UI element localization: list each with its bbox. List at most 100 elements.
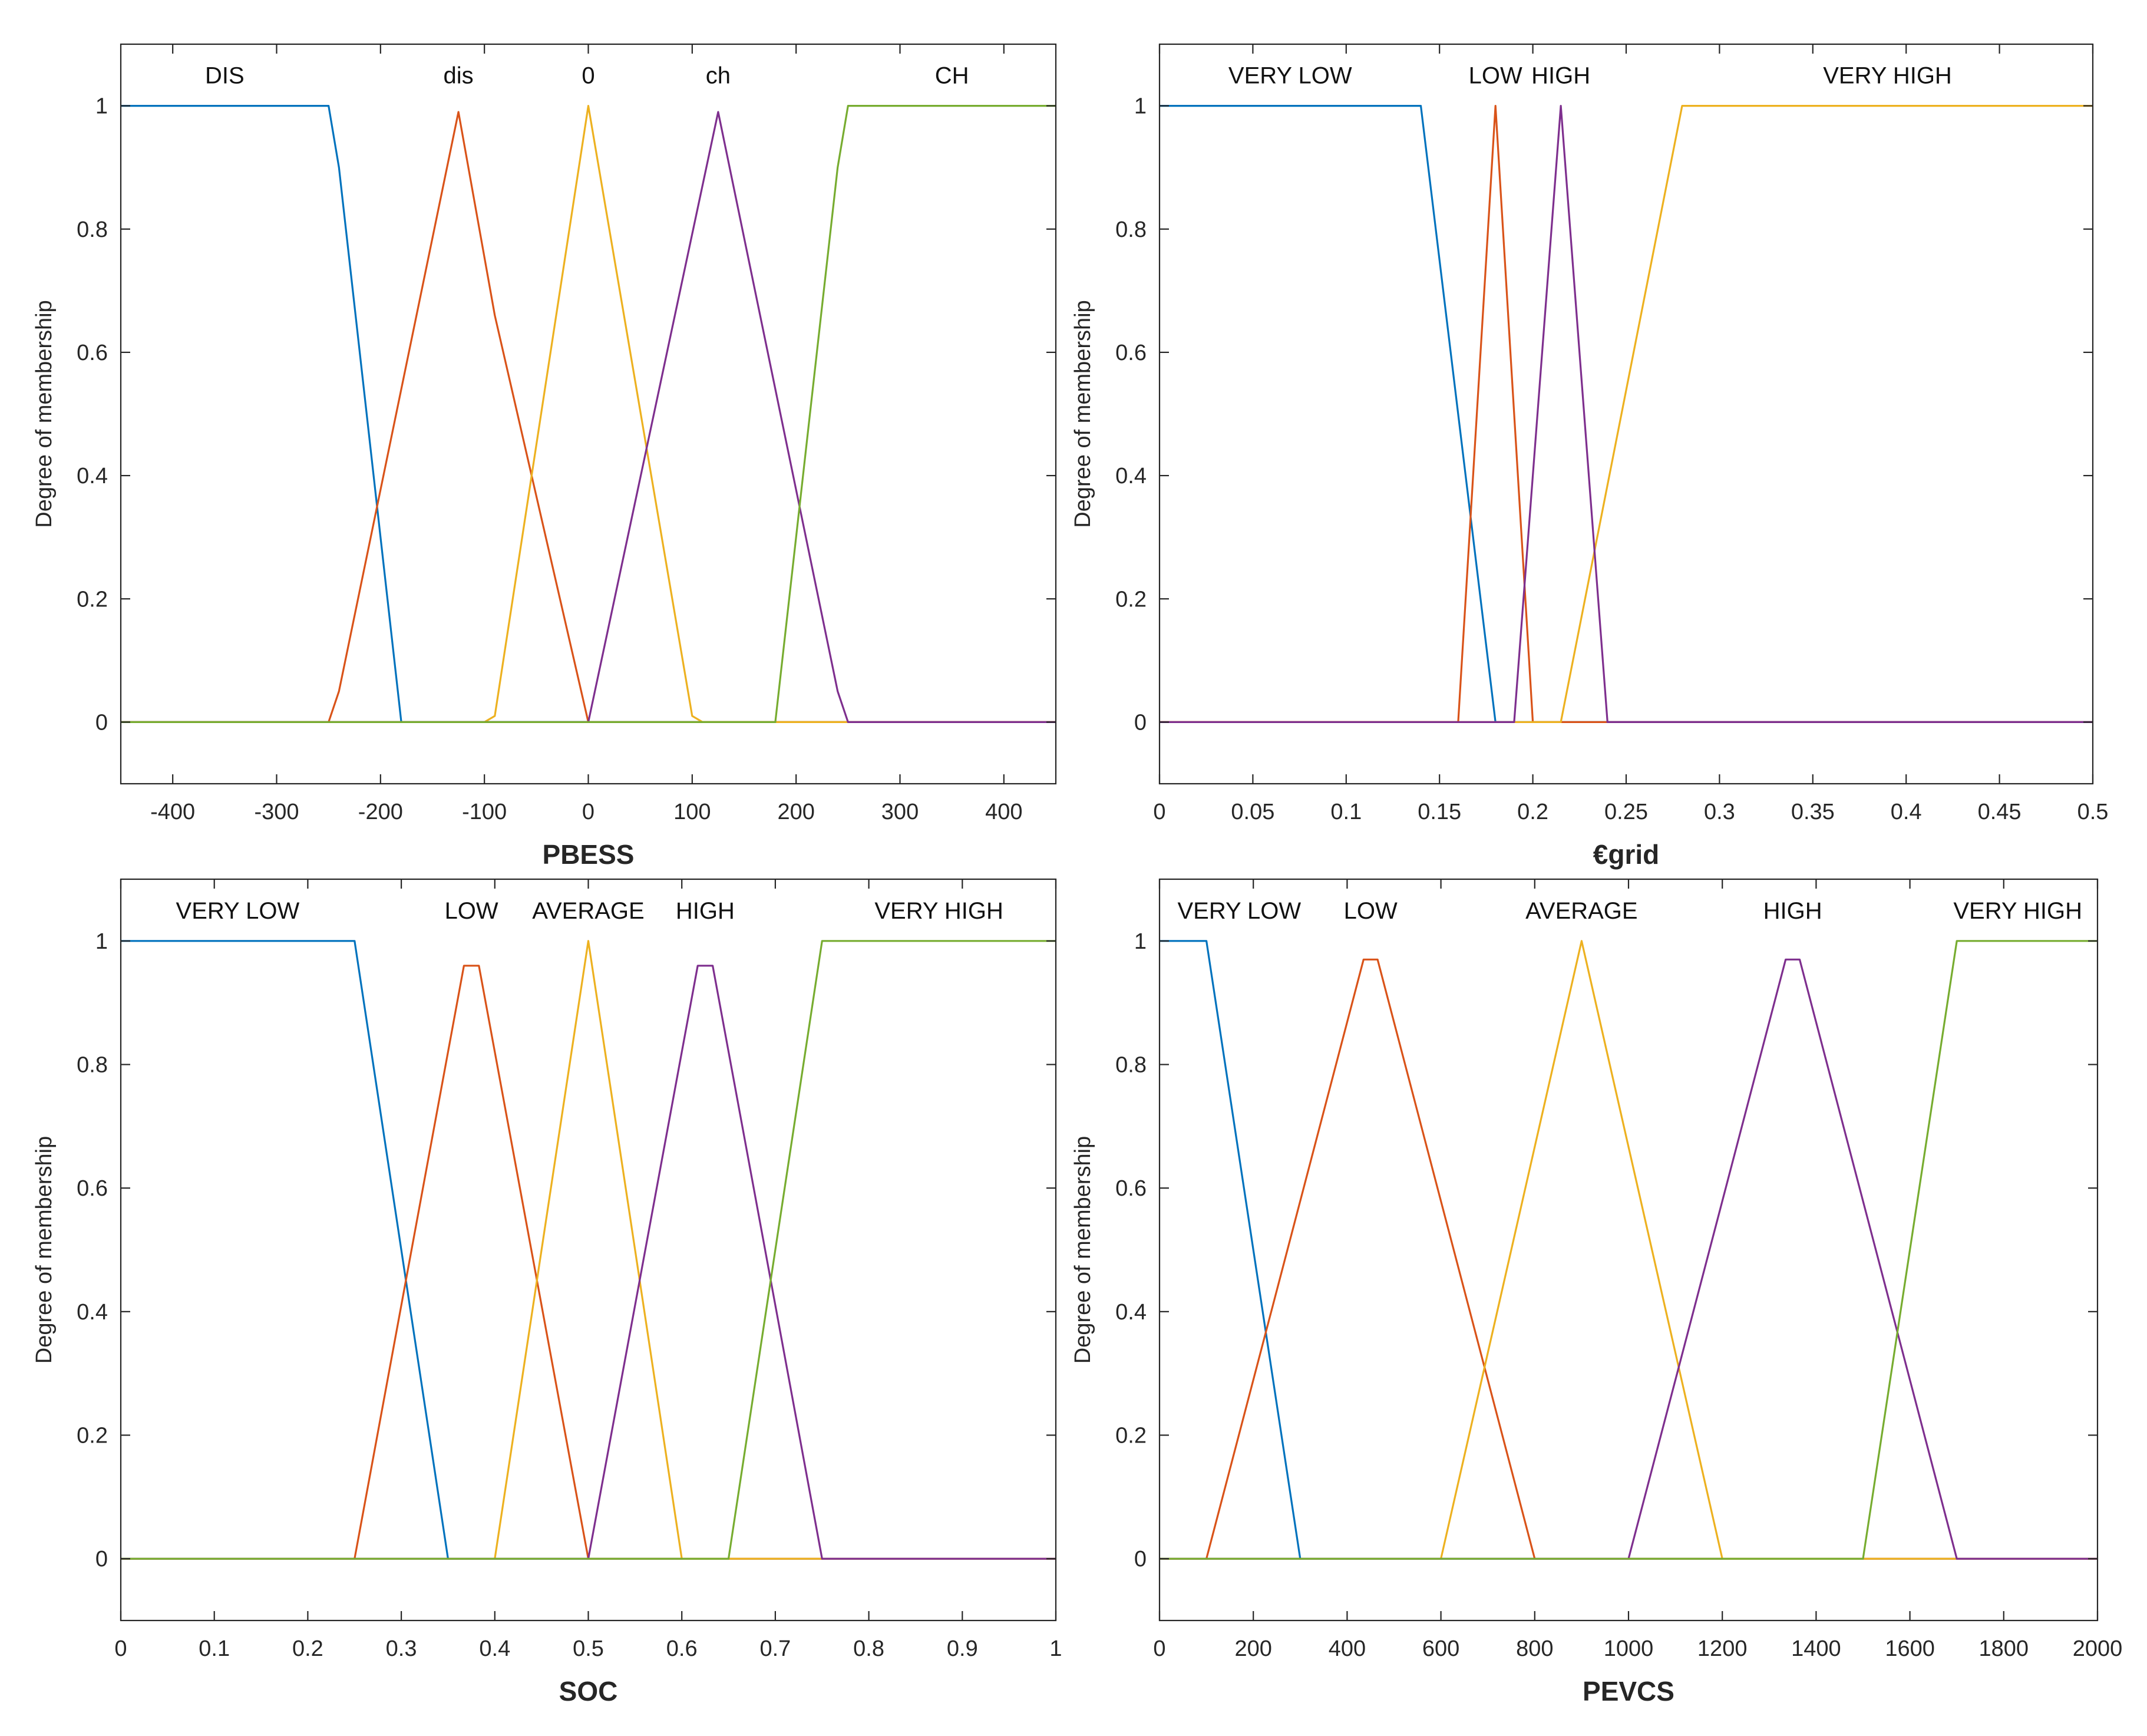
mf-label: HIGH [1531, 63, 1590, 89]
x-tick-label: 2000 [2073, 1636, 2123, 1661]
y-tick-label: 0 [95, 1547, 108, 1572]
x-axis-label: SOC [559, 1676, 618, 1707]
x-tick-label: 0.2 [292, 1636, 323, 1661]
x-tick-label: 0.9 [947, 1636, 978, 1661]
mf-label: VERY LOW [176, 898, 300, 924]
x-tick-label: 1 [1049, 1636, 1062, 1661]
y-tick-label: 0.6 [77, 341, 108, 365]
x-axis-label: PEVCS [1583, 1676, 1674, 1707]
y-tick-label: 0.4 [77, 1300, 108, 1325]
x-tick-label: 0.1 [1330, 800, 1362, 824]
x-tick-label: 300 [881, 800, 919, 824]
subplot-egrid: 0 0.05 0.1 0.15 0.2 0.25 0.3 0.35 0.4 0.45 0.5 0 0.2… [1071, 43, 2109, 870]
y-tick-label: 1 [95, 929, 108, 954]
series-line-average [121, 940, 1056, 1560]
series-line-very-low [121, 940, 1056, 1560]
mf-label: AVERAGE [1525, 898, 1637, 924]
mf-label: AVERAGE [532, 898, 644, 924]
x-tick-label: 0.3 [386, 1636, 417, 1661]
y-tick-label: 0.2 [1115, 1424, 1147, 1448]
x-tick-label: 0.15 [1418, 800, 1461, 824]
y-tick-label: 1 [95, 94, 108, 119]
mf-label: HIGH [1763, 898, 1822, 924]
mf-label: ch [706, 63, 731, 89]
x-tick-label: 0.45 [1978, 800, 2022, 824]
mf-label: LOW [1469, 63, 1522, 89]
series-line-high [121, 965, 1056, 1560]
y-tick-label: 0 [1134, 1547, 1147, 1572]
y-tick-label: 0.2 [1115, 587, 1147, 612]
series-line-ch [121, 111, 1056, 724]
series-line-very-low [1160, 940, 2098, 1560]
x-tick-label: 0.3 [1704, 800, 1735, 824]
mf-label: VERY LOW [1177, 898, 1301, 924]
x-tick-label: -200 [358, 800, 403, 824]
x-tick-label: 0 [582, 800, 594, 824]
series-line-0 [121, 105, 1056, 724]
x-tick-label: 0.4 [1891, 800, 1922, 824]
x-tick-label: 0.35 [1791, 800, 1835, 824]
x-tick-label: 1200 [1697, 1636, 1748, 1661]
x-tick-label: -100 [462, 800, 507, 824]
y-tick-label: 0.4 [77, 464, 108, 489]
series-line-ch [121, 105, 1056, 724]
x-axis-label: PBESS [543, 839, 635, 870]
y-tick-label: 0.6 [1115, 341, 1147, 365]
y-tick-label: 0.6 [77, 1176, 108, 1201]
subplot-soc: 0 0.1 0.2 0.3 0.4 0.5 0.6 0.7 0.8 0.9 1 0 0.2 0.4 0.6 0… [32, 878, 1062, 1707]
y-tick-label: 0 [1134, 710, 1147, 735]
y-tick-label: 1 [1134, 94, 1147, 119]
axes-frame [1158, 43, 2094, 785]
mf-label: dis [444, 63, 474, 89]
x-axis-label: €grid [1593, 839, 1659, 870]
series-line-very-high [1160, 105, 2093, 724]
series-line-very-high [121, 940, 1056, 1560]
series-line-very-low [1160, 105, 2093, 724]
x-tick-label: 0.1 [199, 1636, 230, 1661]
mf-label: VERY LOW [1228, 63, 1352, 89]
x-tick-label: 200 [777, 800, 814, 824]
x-tick-label: 0.2 [1517, 800, 1548, 824]
series-line-very-high [1160, 940, 2098, 1560]
y-axis-label: Degree of membership [32, 1136, 57, 1364]
x-tick-label: 1800 [1979, 1636, 2029, 1661]
x-tick-label: 0 [114, 1636, 127, 1661]
y-axis-label: Degree of membership [1071, 1136, 1095, 1364]
x-tick-label: -300 [254, 800, 299, 824]
x-tick-label: 0.7 [759, 1636, 791, 1661]
mf-label: LOW [1344, 898, 1398, 924]
y-tick-label: 0.4 [1115, 1300, 1147, 1325]
x-tick-label: 1600 [1885, 1636, 1935, 1661]
series-line-dis [121, 105, 1056, 724]
x-tick-label: 200 [1234, 1636, 1271, 1661]
x-tick-label: 600 [1422, 1636, 1459, 1661]
subplot-pbess: -400 -300 -200 -100 0 100 200 300 400 0 0.2 0.4 0.6 0… [32, 43, 1057, 870]
series-line-dis [121, 111, 1056, 724]
axes-frame [120, 878, 1057, 1622]
y-tick-label: 1 [1134, 929, 1147, 954]
mf-label: LOW [445, 898, 498, 924]
x-tick-label: 0.8 [853, 1636, 884, 1661]
x-tick-label: 400 [985, 800, 1022, 824]
y-axis-label: Degree of membership [32, 300, 57, 528]
mf-label: HIGH [676, 898, 735, 924]
x-tick-label: 800 [1516, 1636, 1553, 1661]
x-tick-label: 0.4 [479, 1636, 510, 1661]
axes-frame [1158, 878, 2099, 1622]
x-tick-label: 0 [1153, 800, 1165, 824]
series-line-high [1160, 105, 2093, 724]
axes-frame [120, 43, 1057, 785]
x-tick-label: 1000 [1604, 1636, 1654, 1661]
y-axis-label: Degree of membership [1071, 300, 1095, 528]
y-tick-label: 0.4 [1115, 464, 1147, 489]
x-tick-label: 0.25 [1604, 800, 1648, 824]
y-tick-label: 0.8 [1115, 1053, 1147, 1078]
y-tick-label: 0.2 [77, 587, 108, 612]
mf-label: CH [935, 63, 969, 89]
series-line-low [121, 965, 1056, 1560]
x-tick-label: 0.05 [1231, 800, 1274, 824]
x-tick-label: 1400 [1791, 1636, 1841, 1661]
x-tick-label: 0.5 [2077, 800, 2109, 824]
subplot-pevcs: 0 200 400 600 800 1000 1200 1400 1600 1800 2000 0 0.… [1071, 878, 2123, 1707]
